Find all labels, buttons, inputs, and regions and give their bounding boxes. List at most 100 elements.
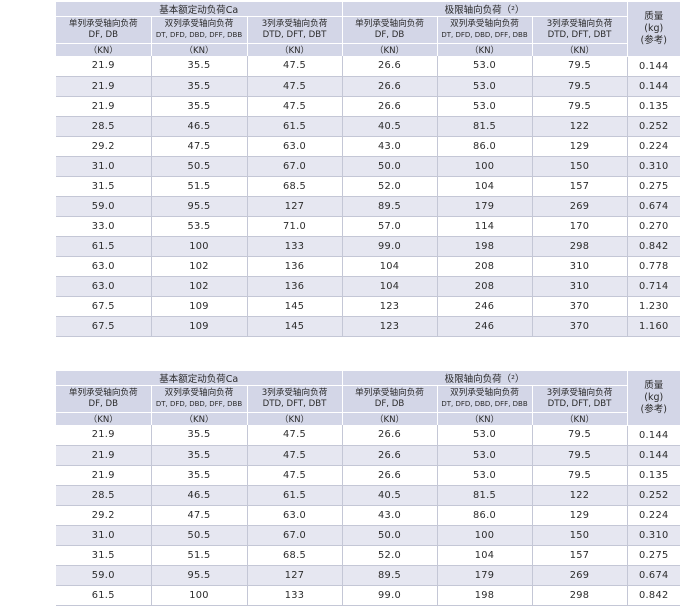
table-cell: 269	[532, 565, 628, 586]
table-cell: 79.5	[532, 76, 628, 97]
table-cell: 53.0	[437, 96, 533, 117]
table-cell: 26.6	[342, 465, 438, 486]
table-cell: 21.9	[56, 425, 152, 446]
table-cell: 52.0	[342, 545, 438, 566]
table-cell: 310	[532, 256, 628, 277]
table-cell: 102	[151, 256, 248, 277]
table-cell: 31.5	[56, 176, 152, 197]
table-cell: 47.5	[247, 76, 343, 97]
header-single-row: 单列承受轴向负荷 DF, DB	[56, 16, 152, 44]
table-cell: 26.6	[342, 445, 438, 466]
unit-label: （KN）	[151, 43, 248, 56]
table-cell: 89.5	[342, 565, 438, 586]
table-cell: 133	[247, 585, 343, 606]
table-cell: 114	[437, 216, 533, 237]
table-cell: 59.0	[56, 565, 152, 586]
table-cell: 104	[437, 545, 533, 566]
table-cell: 179	[437, 196, 533, 217]
table-cell: 0.252	[627, 116, 681, 137]
unit-label: （KN）	[342, 412, 438, 425]
table-cell: 35.5	[151, 465, 248, 486]
table-cell: 29.2	[56, 136, 152, 157]
table-cell: 104	[437, 176, 533, 197]
table-cell: 53.0	[437, 445, 533, 466]
header-mass: 质量 (kg) (参考)	[626, 2, 681, 57]
table-row: 61.5 100 133 99.0 198 298 0.842	[56, 585, 681, 606]
header-double-row: 双列承受轴向负荷 DT, DFD, DBD, DFF, DBB	[151, 385, 248, 413]
table-cell: 102	[151, 276, 248, 297]
unit-label: （KN）	[56, 43, 152, 56]
table-cell: 67.5	[56, 296, 152, 317]
table-cell: 127	[247, 196, 343, 217]
table-cell: 35.5	[151, 76, 248, 97]
table-cell: 43.0	[342, 136, 438, 157]
table-cell: 51.5	[151, 176, 248, 197]
table-cell: 99.0	[342, 236, 438, 257]
table-cell: 68.5	[247, 545, 343, 566]
table-row: 21.9 35.5 47.5 26.6 53.0 79.5 0.144	[56, 445, 681, 466]
table-row: 31.5 51.5 68.5 52.0 104 157 0.275	[56, 176, 681, 197]
unit-label: （KN）	[532, 43, 628, 56]
unit-label: （KN）	[151, 412, 248, 425]
table-cell: 123	[342, 296, 438, 317]
table-cell: 0.224	[627, 505, 681, 526]
header-triple-row: 3列承受轴向负荷 DTD, DFT, DBT	[247, 16, 343, 44]
table-cell: 0.275	[627, 176, 681, 197]
table-cell: 129	[532, 505, 628, 526]
table-cell: 50.0	[342, 156, 438, 177]
table-cell: 0.135	[627, 465, 681, 486]
table-cell: 0.252	[627, 485, 681, 506]
table-cell: 79.5	[532, 445, 628, 466]
table-cell: 145	[247, 296, 343, 317]
table-row: 21.9 35.5 47.5 26.6 53.0 79.5 0.135	[56, 96, 681, 117]
table-cell: 53.0	[437, 76, 533, 97]
table-cell: 298	[532, 236, 628, 257]
table-cell: 79.5	[532, 96, 628, 117]
table-cell: 0.714	[627, 276, 681, 297]
table-cell: 0.224	[627, 136, 681, 157]
unit-label: （KN）	[56, 412, 152, 425]
table-cell: 26.6	[342, 425, 438, 446]
table-cell: 0.310	[627, 156, 681, 177]
header-axial-limit: 极限轴向负荷（²）	[342, 2, 628, 17]
table-cell: 100	[437, 525, 533, 546]
table-cell: 122	[532, 485, 628, 506]
table-cell: 57.0	[342, 216, 438, 237]
header-single-row: 单列承受轴向负荷 DF, DB	[56, 385, 152, 413]
table-cell: 0.135	[627, 96, 681, 117]
table-cell: 310	[532, 276, 628, 297]
table-cell: 63.0	[56, 256, 152, 277]
table-row: 33.0 53.5 71.0 57.0 114 170 0.270	[56, 216, 681, 237]
unit-label: （KN）	[532, 412, 628, 425]
table-cell: 89.5	[342, 196, 438, 217]
table-cell: 63.0	[247, 136, 343, 157]
table-cell: 46.5	[151, 116, 248, 137]
table-cell: 47.5	[247, 56, 343, 77]
table-cell: 47.5	[247, 96, 343, 117]
table-cell: 52.0	[342, 176, 438, 197]
table-cell: 0.275	[627, 545, 681, 566]
table-cell: 198	[437, 236, 533, 257]
table-cell: 67.0	[247, 525, 343, 546]
unit-label: （KN）	[437, 43, 533, 56]
table-cell: 0.270	[627, 216, 681, 237]
unit-label: （KN）	[247, 412, 343, 425]
table-cell: 35.5	[151, 96, 248, 117]
table-cell: 81.5	[437, 485, 533, 506]
table-cell: 46.5	[151, 485, 248, 506]
table-cell: 50.0	[342, 525, 438, 546]
table-row: 31.0 50.5 67.0 50.0 100 150 0.310	[56, 156, 681, 177]
table-cell: 208	[437, 276, 533, 297]
table-cell: 0.144	[627, 445, 681, 466]
table-cell: 179	[437, 565, 533, 586]
table-row: 21.9 35.5 47.5 26.6 53.0 79.5 0.135	[56, 465, 681, 486]
table-cell: 47.5	[247, 465, 343, 486]
table-cell: 21.9	[56, 465, 152, 486]
table-cell: 0.778	[627, 256, 681, 277]
table-cell: 61.5	[56, 585, 152, 606]
table-cell: 79.5	[532, 465, 628, 486]
table-cell: 43.0	[342, 505, 438, 526]
header-triple-row: 3列承受轴向负荷 DTD, DFT, DBT	[532, 385, 628, 413]
table-row: 63.0 102 136 104 208 310 0.778	[56, 256, 681, 277]
table-cell: 136	[247, 276, 343, 297]
